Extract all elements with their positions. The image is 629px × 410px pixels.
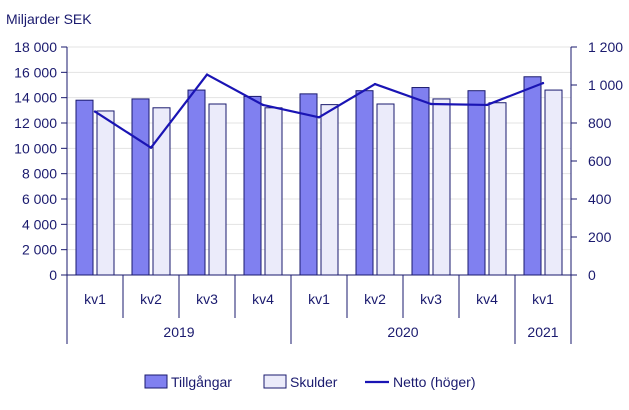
netto-point	[541, 81, 545, 85]
category-label: kv1	[84, 291, 106, 307]
bar-tillgangar	[467, 90, 486, 276]
bar-skulder	[376, 103, 395, 276]
legend-swatch-tillgangar	[144, 374, 168, 389]
category-label: kv1	[308, 291, 330, 307]
axes: 0 2 000 4 000 6 000 8 000 10 000 12 000 14 000 1…	[14, 39, 623, 344]
left-axis-tick-label: 12 000	[14, 115, 57, 131]
bar-skulder	[432, 98, 451, 276]
bar-skulder	[320, 104, 339, 276]
category-label: kv4	[252, 291, 274, 307]
right-axis-tick-label: 600	[588, 153, 612, 169]
bar-skulder	[96, 110, 115, 276]
bar-tillgangar	[299, 93, 318, 276]
category-label: kv4	[476, 291, 498, 307]
netto-point	[485, 103, 489, 107]
category-label: kv2	[364, 291, 386, 307]
category-label: kv1	[532, 291, 554, 307]
left-axis-tick-label: 6 000	[22, 191, 57, 207]
right-axis-tick-label: 400	[588, 191, 612, 207]
category-label: kv3	[196, 291, 218, 307]
left-axis-tick-label: 14 000	[14, 90, 57, 106]
bar-tillgangar	[75, 99, 94, 276]
bar-skulder	[544, 89, 563, 276]
year-label: 2019	[163, 324, 194, 340]
bar-tillgangar	[355, 90, 374, 276]
left-axis-tick-label: 18 000	[14, 39, 57, 55]
left-axis-tick-label: 8 000	[22, 166, 57, 182]
category-label: kv3	[420, 291, 442, 307]
category-label: kv2	[140, 291, 162, 307]
right-axis-tick-label: 1 200	[588, 39, 623, 55]
year-label: 2020	[387, 324, 418, 340]
bar-skulder	[208, 103, 227, 276]
bar-tillgangar	[523, 76, 542, 276]
bars	[75, 76, 563, 276]
right-axis-tick-label: 200	[588, 229, 612, 245]
legend: Tillgångar Skulder Netto (höger)	[144, 374, 475, 390]
bar-tillgangar	[131, 98, 150, 276]
netto-point	[149, 146, 153, 149]
legend-swatch-skulder	[263, 374, 287, 389]
left-axis-tick-label: 16 000	[14, 64, 57, 80]
bar-tillgangar	[411, 87, 430, 276]
left-axis-tick-label: 2 000	[22, 242, 57, 258]
unit-label: Miljarder SEK	[6, 11, 92, 27]
bar-tillgangar	[187, 89, 206, 276]
left-axis-tick-label: 4 000	[22, 216, 57, 232]
netto-point	[317, 116, 321, 119]
legend-label-skulder: Skulder	[290, 374, 338, 390]
bar-skulder	[264, 107, 283, 276]
netto-point	[261, 103, 265, 107]
legend-label-netto: Netto (höger)	[393, 374, 475, 390]
legend-label-tillgangar: Tillgångar	[171, 374, 232, 390]
left-axis-tick-label: 0	[49, 267, 57, 283]
left-axis-tick-label: 10 000	[14, 140, 57, 156]
year-label: 2021	[527, 324, 558, 340]
bar-skulder	[488, 102, 507, 276]
right-axis-tick-label: 1 000	[588, 77, 623, 93]
netto-point	[373, 82, 377, 86]
netto-point	[93, 110, 97, 113]
right-axis-tick-label: 800	[588, 115, 612, 131]
right-axis-tick-label: 0	[588, 267, 596, 283]
netto-point	[429, 102, 433, 106]
netto-point	[205, 73, 209, 76]
bar-tillgangar	[243, 95, 262, 276]
netto-line-layer	[93, 73, 545, 149]
